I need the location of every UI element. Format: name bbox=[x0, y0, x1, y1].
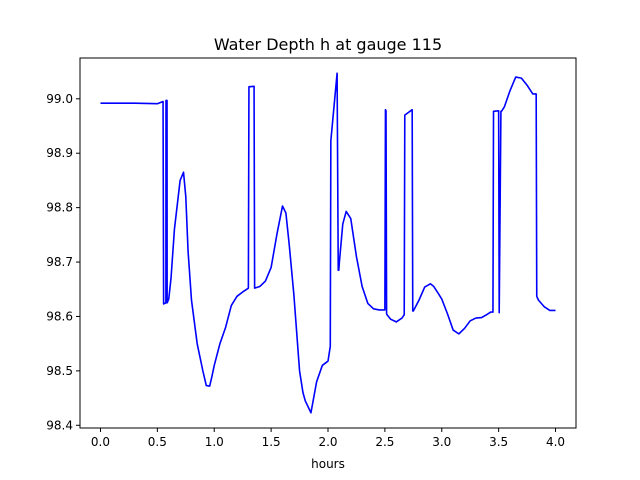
x-tick-label: 1.5 bbox=[262, 435, 281, 449]
x-tick-label: 4.0 bbox=[546, 435, 565, 449]
x-tick-label: 3.0 bbox=[432, 435, 451, 449]
x-tick-label: 0.0 bbox=[91, 435, 110, 449]
y-tick-label: 98.9 bbox=[46, 146, 73, 160]
y-tick-label: 98.5 bbox=[46, 364, 73, 378]
chart-title: Water Depth h at gauge 115 bbox=[214, 35, 442, 54]
series-line-0 bbox=[100, 72, 556, 414]
x-tick-label: 1.0 bbox=[205, 435, 224, 449]
y-tick-label: 98.6 bbox=[46, 309, 73, 323]
x-tick-label: 2.5 bbox=[375, 435, 394, 449]
y-tick-label: 98.8 bbox=[46, 201, 73, 215]
x-axis: 0.0 0.5 1.0 1.5 2.0 2.5 3.0 3.5 4.0 bbox=[91, 428, 565, 449]
x-tick-label: 0.5 bbox=[148, 435, 167, 449]
y-tick-label: 98.4 bbox=[46, 418, 73, 432]
x-tick-label: 2.0 bbox=[318, 435, 337, 449]
y-tick-label: 99.0 bbox=[46, 92, 73, 106]
series-layer bbox=[100, 72, 556, 414]
x-axis-label: hours bbox=[311, 457, 345, 471]
y-axis: 98.4 98.5 98.6 98.7 98.8 98.9 99.0 bbox=[46, 92, 80, 432]
x-tick-label: 3.5 bbox=[489, 435, 508, 449]
y-tick-label: 98.7 bbox=[46, 255, 73, 269]
